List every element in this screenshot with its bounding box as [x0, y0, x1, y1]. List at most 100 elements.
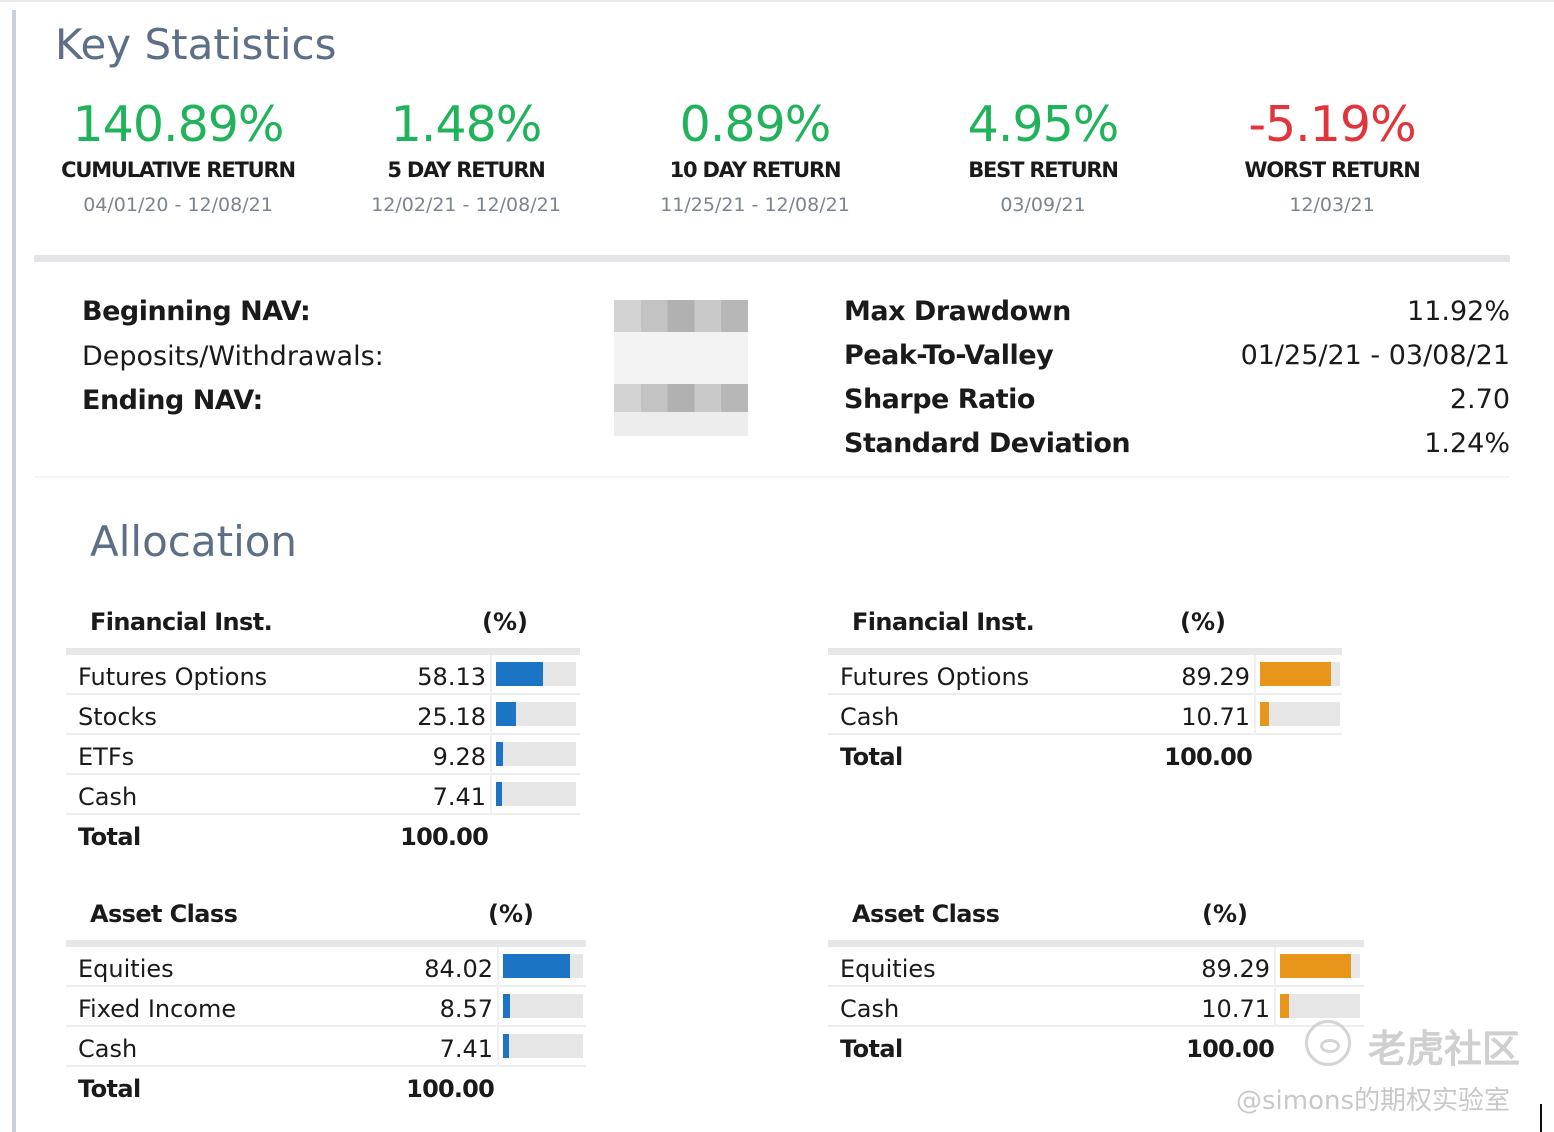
column-header-name: Asset Class — [90, 900, 238, 928]
stat-label: 5 DAY RETURN — [387, 158, 546, 182]
percent-bar — [1280, 954, 1360, 978]
row-label: Equities — [840, 955, 936, 983]
metric-label: Max Drawdown — [844, 296, 1071, 327]
watermark-brand: 老虎社区 — [1368, 1027, 1521, 1071]
table-row: Cash 10.71 — [828, 987, 1364, 1027]
row-percent: 89.29 — [1201, 955, 1270, 983]
percent-bar — [1260, 702, 1340, 726]
row-percent: 7.41 — [439, 1035, 493, 1063]
table-header: Financial Inst. (%) — [66, 602, 580, 648]
total-row: Total 100.00 — [66, 815, 580, 855]
column-divider — [497, 1027, 499, 1067]
column-header-name: Financial Inst. — [852, 608, 1035, 636]
table-row: Equities 84.02 — [66, 947, 586, 987]
percent-bar-fill — [1260, 662, 1331, 686]
percent-bar-fill — [496, 702, 516, 726]
column-divider — [497, 947, 499, 987]
stat-5-day-return: 1.48% 5 DAY RETURN 12/02/21 - 12/08/21 — [316, 96, 616, 216]
column-divider — [490, 775, 492, 815]
stat-label: 10 DAY RETURN — [669, 158, 842, 182]
column-header-pct: (%) — [482, 608, 528, 636]
deposits-withdrawals-label: Deposits/Withdrawals: — [82, 341, 384, 372]
financial-inst-table-left: Financial Inst. (%) Futures Options 58.13 St… — [66, 602, 580, 855]
header-underline — [66, 940, 586, 947]
table-row: Stocks 25.18 — [66, 695, 580, 735]
stat-date: 11/25/21 - 12/08/21 — [660, 194, 850, 216]
total-row: Total 100.00 — [66, 1067, 586, 1107]
row-label: Cash — [78, 783, 138, 811]
stat-date: 04/01/20 - 12/08/21 — [83, 194, 273, 216]
percent-bar — [496, 662, 576, 686]
column-header-pct: (%) — [1202, 900, 1248, 928]
row-label: ETFs — [78, 743, 135, 771]
asset-class-table-right: Asset Class (%) Equities 89.29 Cash 10.71 Tota… — [828, 894, 1364, 1067]
column-header-pct: (%) — [488, 900, 534, 928]
percent-bar-fill — [496, 742, 503, 766]
row-label: Equities — [78, 955, 174, 983]
percent-bar-fill — [1280, 954, 1351, 978]
total-value: 100.00 — [1186, 1035, 1275, 1063]
row-label: Cash — [840, 703, 900, 731]
column-divider — [1254, 655, 1256, 695]
column-divider — [490, 655, 492, 695]
column-divider — [490, 735, 492, 775]
row-percent: 10.71 — [1181, 703, 1250, 731]
percent-bar-fill — [1280, 994, 1289, 1018]
percent-bar — [496, 782, 576, 806]
table-row: Equities 89.29 — [828, 947, 1364, 987]
metric-value: 11.92% — [1407, 296, 1510, 327]
metric-label: Standard Deviation — [844, 428, 1131, 459]
table-row: Futures Options 89.29 — [828, 655, 1342, 695]
percent-bar-fill — [496, 662, 543, 686]
top-border — [0, 0, 1554, 2]
percent-bar — [496, 742, 576, 766]
row-percent: 10.71 — [1201, 995, 1270, 1023]
row-percent: 9.28 — [432, 743, 486, 771]
row-percent: 89.29 — [1181, 663, 1250, 691]
text-cursor — [1540, 1104, 1542, 1132]
total-value: 100.00 — [400, 823, 489, 851]
row-label: Cash — [78, 1035, 138, 1063]
column-header-pct: (%) — [1180, 608, 1226, 636]
percent-bar-fill — [1260, 702, 1269, 726]
row-label: Fixed Income — [78, 995, 237, 1023]
metric-value: 01/25/21 - 03/08/21 — [1240, 340, 1510, 371]
percent-bar-fill — [503, 954, 570, 978]
header-underline — [828, 648, 1342, 655]
stat-value: 0.89% — [679, 96, 832, 153]
redacted-nav-values — [614, 300, 748, 436]
header-underline — [66, 648, 580, 655]
metric-sharpe-ratio: Sharpe Ratio 2.70 — [844, 384, 1510, 424]
header-underline — [828, 940, 1364, 947]
column-divider — [490, 695, 492, 735]
stat-label: BEST RETURN — [968, 158, 1119, 182]
column-divider — [1254, 695, 1256, 735]
stat-10-day-return: 0.89% 10 DAY RETURN 11/25/21 - 12/08/21 — [605, 96, 905, 216]
total-label: Total — [78, 823, 141, 851]
stat-date: 03/09/21 — [1000, 194, 1086, 216]
total-label: Total — [840, 1035, 903, 1063]
metric-label: Sharpe Ratio — [844, 384, 1035, 415]
key-statistics-title: Key Statistics — [55, 20, 337, 69]
stat-value: 1.48% — [390, 96, 543, 153]
column-divider — [1274, 947, 1276, 987]
percent-bar — [1260, 662, 1340, 686]
stat-best-return: 4.95% BEST RETURN 03/09/21 — [893, 96, 1193, 216]
row-percent: 58.13 — [417, 663, 486, 691]
table-row: ETFs 9.28 — [66, 735, 580, 775]
percent-bar-fill — [503, 994, 510, 1018]
table-row: Futures Options 58.13 — [66, 655, 580, 695]
ending-nav-label: Ending NAV: — [82, 385, 263, 416]
stat-label: WORST RETURN — [1244, 158, 1420, 182]
stat-worst-return: -5.19% WORST RETURN 12/03/21 — [1182, 96, 1482, 216]
watermark-user: @simons的期权实验室 — [1236, 1086, 1511, 1116]
stat-value: -5.19% — [1248, 96, 1416, 153]
stat-value: 4.95% — [967, 96, 1120, 153]
metric-value: 2.70 — [1449, 384, 1510, 415]
row-percent: 25.18 — [417, 703, 486, 731]
stat-cumulative-return: 140.89% CUMULATIVE RETURN 04/01/20 - 12/… — [28, 96, 328, 216]
column-divider — [1274, 987, 1276, 1027]
total-row: Total 100.00 — [828, 1027, 1364, 1067]
total-value: 100.00 — [1164, 743, 1253, 771]
metric-value: 1.24% — [1424, 428, 1510, 459]
